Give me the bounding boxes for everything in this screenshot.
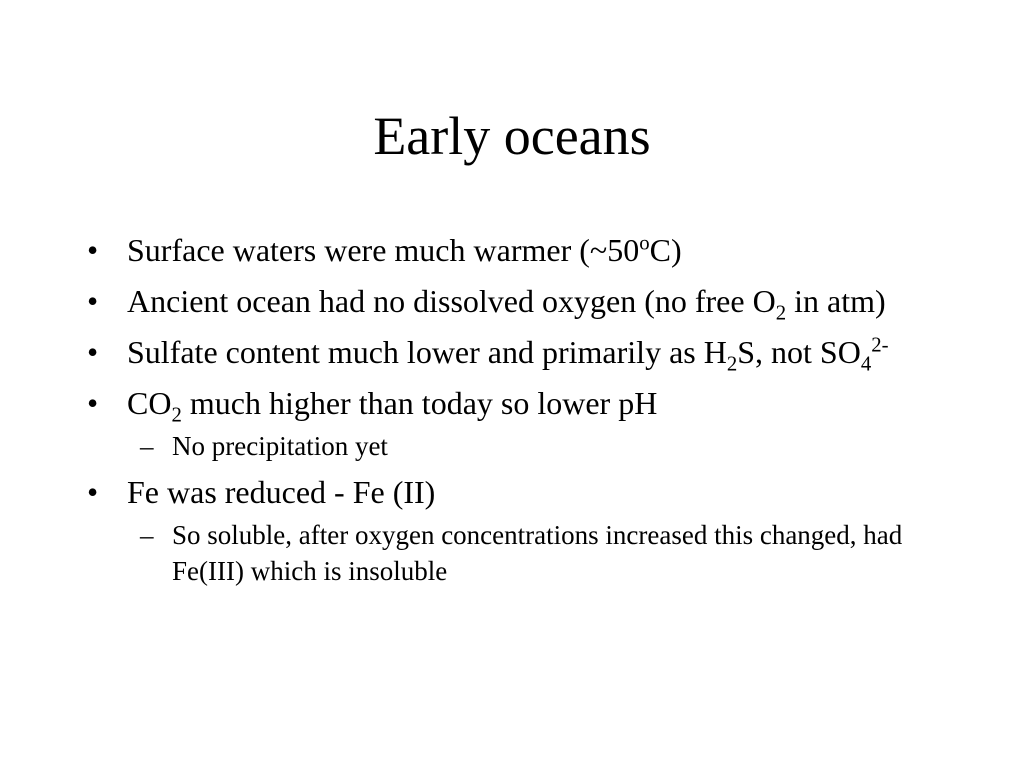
subscript: 2 (726, 352, 738, 376)
sub-bullet: So soluble, after oxygen concentrations … (140, 517, 917, 589)
superscript: o (639, 231, 650, 255)
bullet: Ancient ocean had no dissolved oxygen (n… (87, 279, 927, 325)
subscript: 2 (171, 403, 182, 427)
text-run: Ancient ocean had no dissolved oxygen (n… (127, 283, 776, 319)
text-run: Sulfate content much lower and primarily… (127, 334, 727, 370)
text-run: in atm) (786, 283, 886, 319)
subscript: 4 (860, 352, 872, 376)
text-run: Surface waters were much warmer (~50 (127, 232, 640, 268)
bullet: Fe was reduced - Fe (II) (87, 470, 927, 515)
text-run: much higher than today so lower pH (181, 385, 658, 421)
bullet: CO2 much higher than today so lower pH (87, 381, 927, 427)
text-run: No precipitation yet (172, 431, 388, 461)
subscript: 2 (775, 301, 787, 325)
text-run: Fe was reduced - Fe (II) (127, 474, 436, 510)
text-run: CO (127, 385, 172, 421)
bullet: Surface waters were much warmer (~50oC) (87, 228, 927, 273)
bullet: Sulfate content much lower and primarily… (87, 330, 927, 376)
slide-title: Early oceans (373, 106, 651, 166)
sub-bullet: No precipitation yet (140, 428, 917, 464)
text-run: C) (649, 232, 682, 268)
bullet-list: Surface waters were much warmer (~50oC) A… (0, 222, 1024, 595)
text-run: S, not SO (737, 334, 861, 370)
text-run: So soluble, after oxygen concentrations … (172, 520, 903, 586)
superscript: 2- (871, 333, 889, 357)
